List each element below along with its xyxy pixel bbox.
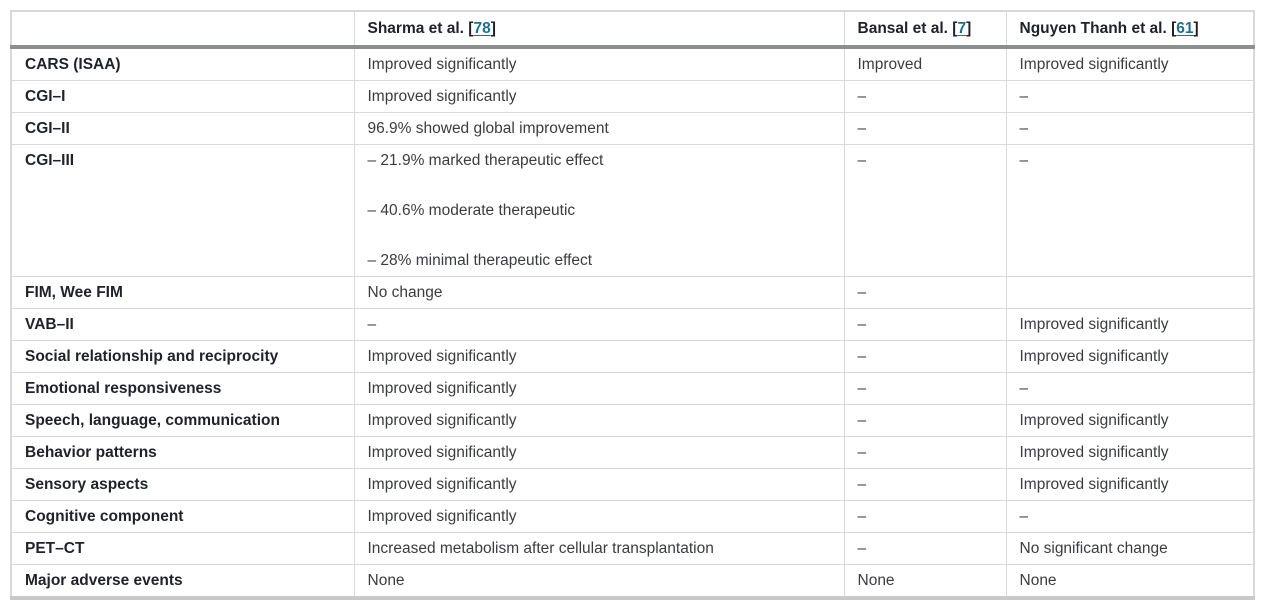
table-row: Sensory aspects Improved significantly – Im…: [10, 468, 1255, 501]
row-label: Speech, language, communication: [10, 404, 355, 437]
row-label: Major adverse events: [10, 564, 355, 599]
cell-value: 96.9% showed global improvement: [353, 112, 845, 145]
header-label: Sharma et al.: [367, 20, 465, 37]
table-header: Sharma et al. [78] Bansal et al. [7] Ngu…: [10, 10, 1255, 49]
cell-value: –: [843, 112, 1007, 145]
table-row: CGI–I Improved significantly – –: [10, 80, 1255, 113]
citation-bracket-open: [: [464, 20, 474, 37]
table-row: Behavior patterns Improved significantly –…: [10, 436, 1255, 469]
cell-value: Improved: [843, 46, 1007, 81]
cell-value: –: [1005, 80, 1255, 113]
cell-value: Improved significantly: [353, 404, 845, 437]
cell-value: Improved significantly: [353, 468, 845, 501]
table-row: Major adverse events None None None: [10, 564, 1255, 599]
cell-value: No change: [353, 276, 845, 309]
table-row: VAB–II – – Improved significantly: [10, 308, 1255, 341]
citation-link-61[interactable]: 61: [1176, 20, 1194, 37]
cell-value: – 21.9% marked therapeutic effect – 40.6%…: [353, 144, 845, 277]
citation-link-7[interactable]: 7: [957, 20, 967, 37]
cell-value: Improved significantly: [353, 340, 845, 373]
header-label: Bansal et al.: [857, 20, 948, 37]
cell-value: None: [843, 564, 1007, 599]
citation-bracket-open: [: [1166, 20, 1177, 37]
citation-bracket-close: ]: [1193, 20, 1199, 37]
cell-value: No significant change: [1005, 532, 1255, 565]
table-row: CGI–II 96.9% showed global improvement – –: [10, 112, 1255, 145]
row-label: CGI–I: [10, 80, 355, 113]
citation-bracket-close: ]: [490, 20, 496, 37]
column-header-measure: [10, 10, 355, 49]
cell-value: –: [1005, 500, 1255, 533]
cell-value: –: [1005, 144, 1255, 277]
header-row: Sharma et al. [78] Bansal et al. [7] Ngu…: [10, 10, 1255, 49]
row-label: PET–CT: [10, 532, 355, 565]
row-label: CGI–III: [10, 144, 355, 277]
cell-value: –: [353, 308, 845, 341]
row-label: VAB–II: [10, 308, 355, 341]
cell-value: Improved significantly: [353, 372, 845, 405]
cell-value: –: [843, 436, 1007, 469]
cell-value: Improved significantly: [353, 80, 845, 113]
cell-value: –: [843, 532, 1007, 565]
row-label: Emotional responsiveness: [10, 372, 355, 405]
cell-value: –: [843, 308, 1007, 341]
row-label: CGI–II: [10, 112, 355, 145]
cell-value: Improved significantly: [353, 436, 845, 469]
header-label: Nguyen Thanh et al.: [1019, 20, 1167, 37]
cell-value: [1005, 276, 1255, 309]
column-header-sharma: Sharma et al. [78]: [353, 10, 845, 49]
cell-value: –: [1005, 372, 1255, 405]
cell-value: –: [843, 276, 1007, 309]
table-row: Social relationship and reciprocity Impro…: [10, 340, 1255, 373]
cell-value: –: [843, 372, 1007, 405]
cell-value: –: [843, 340, 1007, 373]
cell-line: – 28% minimal therapeutic effect: [367, 252, 593, 269]
row-label: FIM, Wee FIM: [10, 276, 355, 309]
table-row: CGI–III – 21.9% marked therapeutic effect…: [10, 144, 1255, 277]
cell-value: Increased metabolism after cellular tran…: [353, 532, 845, 565]
table-row: PET–CT Increased metabolism after cellula…: [10, 532, 1255, 565]
row-label: Behavior patterns: [10, 436, 355, 469]
table-row: FIM, Wee FIM No change –: [10, 276, 1255, 309]
cell-value: Improved significantly: [1005, 46, 1255, 81]
cell-value: –: [843, 404, 1007, 437]
row-label: CARS (ISAA): [10, 46, 355, 81]
citation-bracket-close: ]: [966, 20, 972, 37]
column-header-bansal: Bansal et al. [7]: [843, 10, 1007, 49]
cell-value: Improved significantly: [1005, 468, 1255, 501]
cell-value: Improved significantly: [1005, 340, 1255, 373]
cell-value: None: [353, 564, 845, 599]
study-outcomes-comparison-table: Sharma et al. [78] Bansal et al. [7] Ngu…: [10, 10, 1255, 600]
row-label: Sensory aspects: [10, 468, 355, 501]
table-row: Emotional responsiveness Improved signifi…: [10, 372, 1255, 405]
cell-line: – 21.9% marked therapeutic effect: [367, 152, 604, 169]
row-label: Cognitive component: [10, 500, 355, 533]
cell-value: –: [843, 500, 1007, 533]
row-label: Social relationship and reciprocity: [10, 340, 355, 373]
cell-value: Improved significantly: [353, 46, 845, 81]
cell-value: –: [843, 468, 1007, 501]
citation-bracket-open: [: [947, 20, 958, 37]
cell-value: –: [843, 144, 1007, 277]
table-row: Speech, language, communication Improved …: [10, 404, 1255, 437]
citation-link-78[interactable]: 78: [473, 20, 491, 37]
cell-line: – 40.6% moderate therapeutic: [367, 202, 576, 219]
cell-value: Improved significantly: [353, 500, 845, 533]
cell-value: None: [1005, 564, 1255, 599]
outcomes-table: Sharma et al. [78] Bansal et al. [7] Ngu…: [10, 10, 1255, 600]
table-body: CARS (ISAA) Improved significantly Improve…: [10, 46, 1255, 599]
cell-value: Improved significantly: [1005, 308, 1255, 341]
cell-value: Improved significantly: [1005, 404, 1255, 437]
cell-value: Improved significantly: [1005, 436, 1255, 469]
cell-value: –: [843, 80, 1007, 113]
table-row: Cognitive component Improved significantl…: [10, 500, 1255, 533]
cell-value: –: [1005, 112, 1255, 145]
column-header-nguyen: Nguyen Thanh et al. [61]: [1005, 10, 1255, 49]
table-row: CARS (ISAA) Improved significantly Improve…: [10, 46, 1255, 81]
